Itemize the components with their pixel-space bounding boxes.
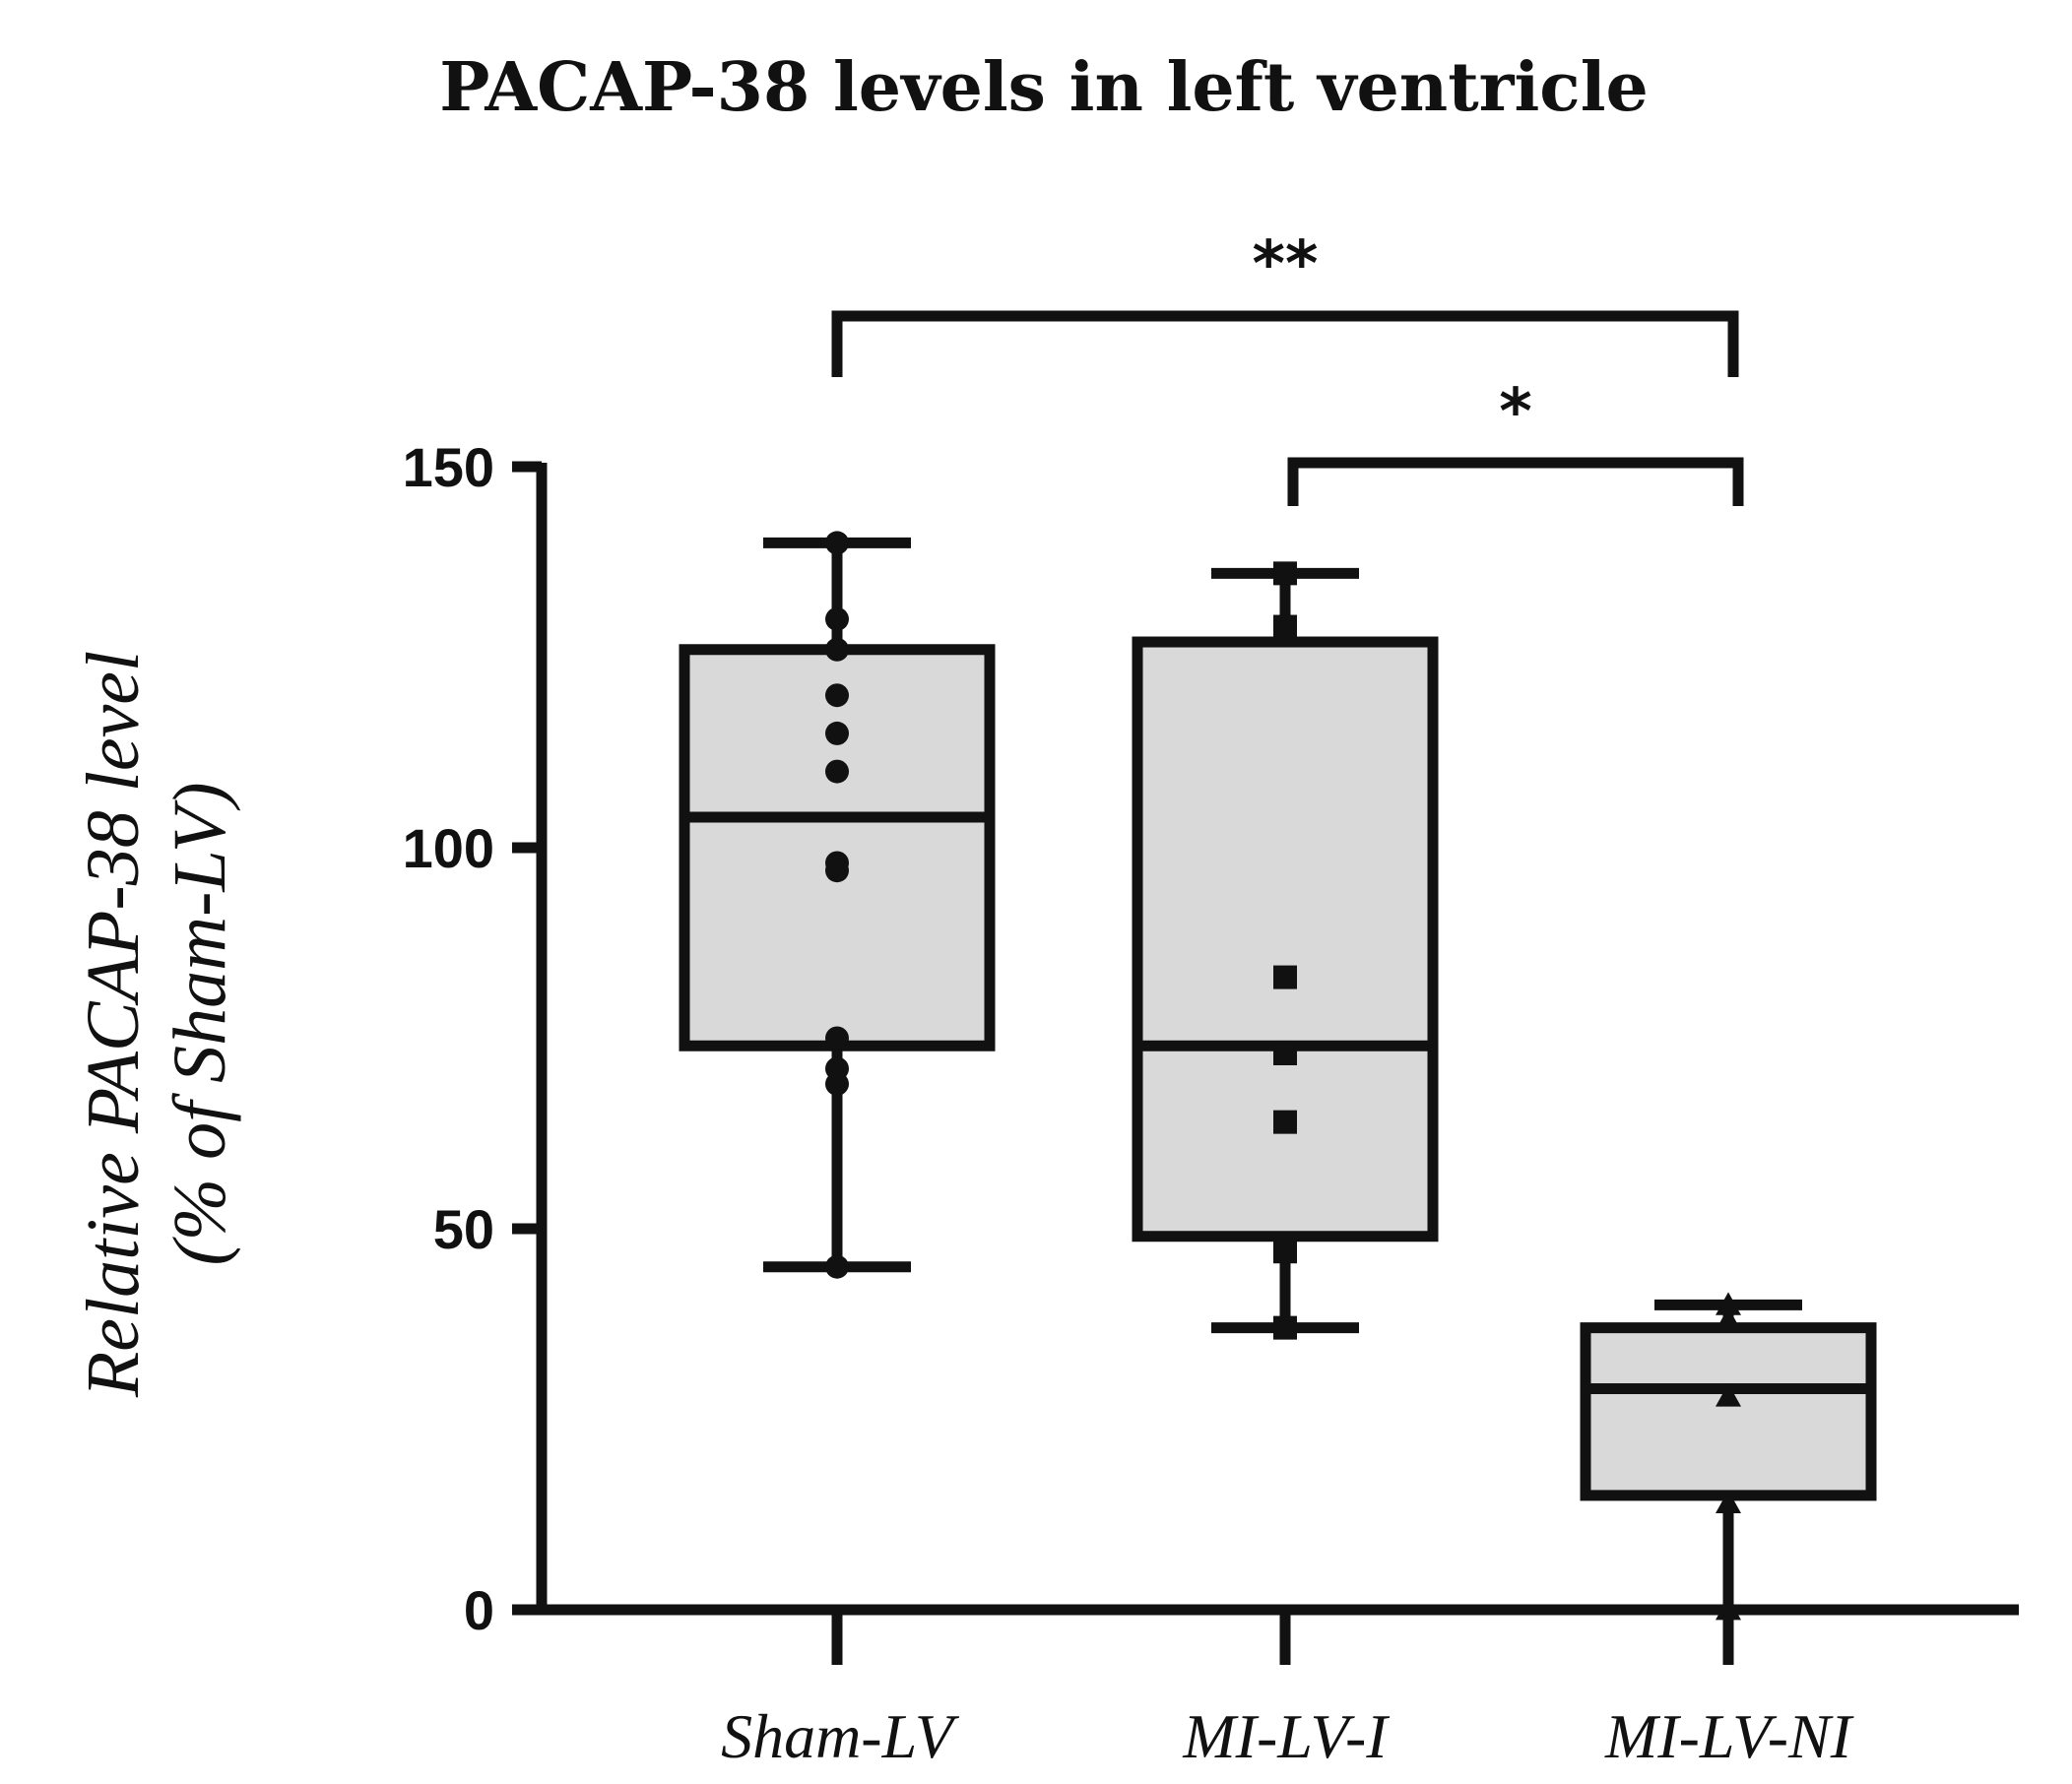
data-point bbox=[825, 759, 849, 784]
data-point bbox=[825, 531, 849, 555]
data-point bbox=[825, 1026, 849, 1051]
data-point bbox=[1273, 614, 1297, 639]
y-axis-label-line-1: Relative PACAP-38 level bbox=[72, 651, 155, 1398]
data-point bbox=[825, 1254, 849, 1279]
data-point bbox=[1716, 1383, 1741, 1407]
y-tick-label: 50 bbox=[433, 1198, 494, 1260]
iqr-box bbox=[679, 644, 996, 1051]
significance-label: * bbox=[1499, 376, 1531, 449]
data-point bbox=[1273, 1315, 1297, 1340]
y-tick-label: 150 bbox=[403, 436, 494, 498]
box-series bbox=[679, 537, 1877, 1616]
data-point bbox=[1716, 1597, 1741, 1621]
significance-label: ** bbox=[1253, 228, 1319, 301]
data-point bbox=[1273, 965, 1297, 989]
data-point bbox=[1273, 1110, 1297, 1134]
data-point bbox=[825, 721, 849, 745]
y-axis-label: Relative PACAP-38 level (% of Sham-LV) bbox=[72, 651, 241, 1398]
significance-bracket bbox=[1287, 457, 1744, 506]
data-point bbox=[1273, 561, 1297, 586]
data-point bbox=[825, 637, 849, 662]
data-point bbox=[825, 606, 849, 631]
x-category-label: Sham-LV bbox=[721, 1701, 960, 1771]
data-points bbox=[825, 531, 1741, 1621]
x-category-label: MI-LV-NI bbox=[1604, 1701, 1854, 1771]
significance-bracket bbox=[831, 310, 1739, 377]
x-category-label: MI-LV-I bbox=[1182, 1701, 1390, 1771]
data-point bbox=[1716, 1306, 1741, 1331]
iqr-box bbox=[1580, 1322, 1877, 1501]
data-point bbox=[825, 683, 849, 708]
significance-brackets: *** bbox=[831, 228, 1744, 506]
y-axis-label-line-2: (% of Sham-LV) bbox=[159, 782, 241, 1265]
y-tick-label: 100 bbox=[403, 817, 494, 879]
data-point bbox=[825, 859, 849, 883]
data-point bbox=[825, 1071, 849, 1096]
axes: 0 50 100 150 Sham-LV MI-LV-I MI-LV-NI bbox=[403, 436, 2019, 1771]
data-point bbox=[1273, 1240, 1297, 1264]
data-point bbox=[1273, 1041, 1297, 1065]
y-tick-label: 0 bbox=[464, 1579, 494, 1641]
iqr-box bbox=[1132, 636, 1439, 1242]
chart-title: PACAP-38 levels in left ventricle bbox=[439, 48, 1649, 127]
data-point bbox=[1716, 1490, 1741, 1514]
data-point bbox=[1716, 1292, 1741, 1315]
